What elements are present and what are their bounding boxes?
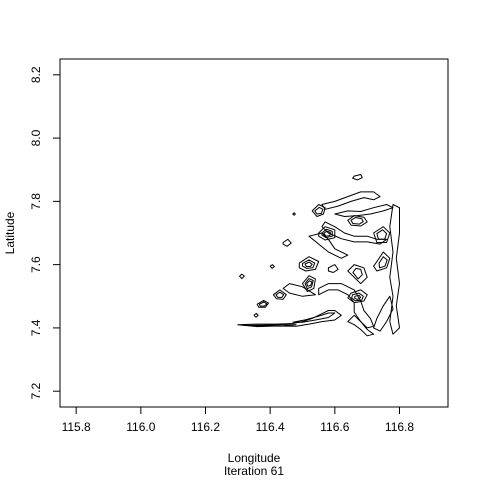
contour-line-mid-spot-g2 xyxy=(275,291,285,298)
contour-line-right-ring-c xyxy=(373,226,391,243)
y-axis: 7.2 7.4 7.6 7.8 8.0 8.2 xyxy=(29,66,60,400)
contour-line-ring-peak-a3 xyxy=(354,294,362,300)
x-tick-label: 116.6 xyxy=(320,420,349,434)
contour-line-right-strip-lower xyxy=(373,295,394,332)
contour-line-east-arm-inner xyxy=(352,267,363,280)
contour-line-right-ring-b xyxy=(373,251,391,272)
contour-line-mid-spot-e xyxy=(327,264,339,273)
contour-line-north-blob xyxy=(352,174,363,181)
contour-line-dense-peak-a xyxy=(318,226,336,241)
contour-line-east-channel xyxy=(318,283,375,329)
contour-line-mid-ridge-2 xyxy=(308,232,349,259)
contour-line-dense-peak-d xyxy=(302,275,316,292)
x-tick-label: 116.0 xyxy=(126,420,155,434)
contour-line-north-east-ring2 xyxy=(350,217,364,225)
x-tick-label: 116.8 xyxy=(385,420,414,434)
contour-line-southern-ridge-band xyxy=(243,324,297,327)
contour-lines xyxy=(237,174,400,337)
contour-line-right-ring-c2 xyxy=(376,229,388,240)
contour-line-west-spot-h2 xyxy=(259,301,268,307)
contour-line-dense-peak-d3 xyxy=(306,280,313,287)
contour-line-east-channel-2 xyxy=(282,283,316,297)
contour-line-east-arm xyxy=(347,264,368,285)
contour-line-right-strip xyxy=(389,204,400,335)
contour-line-north-ridge xyxy=(321,191,381,210)
y-tick-label: 7.2 xyxy=(29,383,43,400)
y-tick-label: 7.8 xyxy=(29,193,43,210)
contour-line-dense-peak-b2 xyxy=(314,206,324,215)
x-tick-label: 115.8 xyxy=(62,420,91,434)
y-tick-label: 8.2 xyxy=(29,66,43,83)
contour-line-dense-peak-c2 xyxy=(302,259,316,269)
contour-line-west-spot-h xyxy=(256,299,269,308)
contour-line-west-spot-k xyxy=(269,264,275,269)
contour-line-north-west-dot xyxy=(292,212,296,216)
x-axis-title: Longitude xyxy=(228,451,281,465)
x-axis: 115.8 116.0 116.2 116.4 116.6 116.8 xyxy=(62,407,414,434)
y-axis-title: Latitude xyxy=(3,211,17,254)
contour-line-dense-peak-d2 xyxy=(304,278,314,290)
contour-line-south-east-arc xyxy=(347,314,375,337)
x-tick-label: 116.4 xyxy=(256,420,285,434)
y-tick-label: 7.6 xyxy=(29,256,43,273)
contour-line-mid-spot-g xyxy=(272,289,287,300)
contour-line-west-spot-i xyxy=(253,312,259,318)
contour-line-southern-ridge-inner xyxy=(292,312,336,323)
x-tick-label: 116.2 xyxy=(191,420,220,434)
contour-line-dense-peak-a3 xyxy=(323,230,331,237)
contour-line-ring-peak-a xyxy=(347,289,368,304)
contour-line-southern-ridge xyxy=(237,310,342,328)
contour-line-mid-spot-f xyxy=(282,238,292,247)
contour-line-dense-peak-a2 xyxy=(321,228,333,239)
contour-line-right-ring-b2 xyxy=(378,256,388,269)
contour-line-north-east-ring xyxy=(347,215,368,227)
contour-line-dense-peak-b xyxy=(311,204,326,217)
contour-line-dense-peak-c3 xyxy=(304,261,313,267)
contour-line-ring-peak-a2 xyxy=(351,292,364,302)
contour-line-dense-peak-c xyxy=(298,256,320,272)
plot-subtitle: Iteration 61 xyxy=(224,464,284,478)
y-tick-label: 7.4 xyxy=(29,319,43,336)
y-tick-label: 8.0 xyxy=(29,129,43,146)
plot-frame xyxy=(59,58,449,408)
contour-line-west-spot-j xyxy=(239,273,245,280)
